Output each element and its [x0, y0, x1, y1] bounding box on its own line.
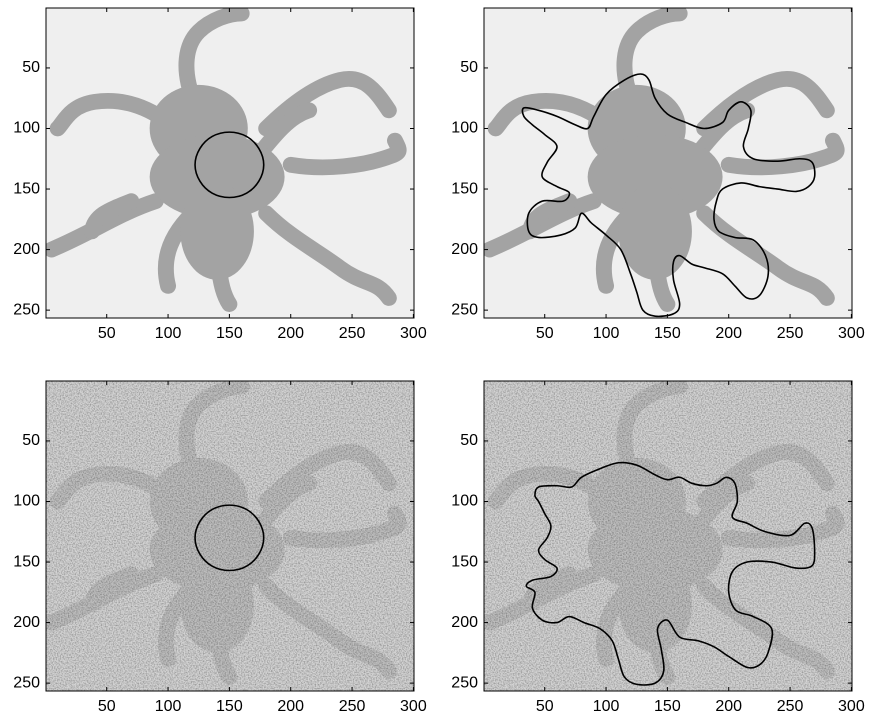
y-tick-label: 250: [451, 301, 478, 318]
y-tick-label: 100: [13, 493, 40, 510]
image: [484, 8, 852, 318]
panel: 50 100 150 200 250 300 50 100 150 200 250: [451, 381, 865, 715]
y-tick-label: 50: [460, 432, 478, 449]
noise: [46, 381, 414, 691]
x-tick-label: 50: [98, 698, 116, 715]
y-tick-label: 50: [22, 432, 40, 449]
y-tick-label: 250: [13, 674, 40, 691]
x-tick-label: 100: [593, 325, 620, 342]
y-tick-label: 100: [451, 493, 478, 510]
x-tick-label: 100: [593, 698, 620, 715]
x-tick-label: 300: [400, 325, 427, 342]
x-tick-label: 150: [654, 325, 681, 342]
x-tick-label: 50: [98, 325, 116, 342]
x-tick-label: 200: [715, 325, 742, 342]
image: [46, 381, 414, 691]
x-tick-label: 50: [536, 325, 554, 342]
x-tick-label: 300: [838, 698, 865, 715]
x-tick-label: 200: [715, 698, 742, 715]
x-tick-label: 150: [216, 698, 243, 715]
x-tick-label: 250: [339, 325, 366, 342]
x-tick-label: 250: [777, 698, 804, 715]
x-tick-label: 200: [277, 698, 304, 715]
x-tick-label: 250: [339, 698, 366, 715]
y-tick-label: 50: [22, 59, 40, 76]
y-tick-label: 200: [451, 241, 478, 258]
noise: [484, 381, 852, 691]
y-tick-label: 150: [451, 180, 478, 197]
image: [484, 381, 852, 691]
x-tick-label: 100: [155, 325, 182, 342]
y-tick-label: 250: [13, 301, 40, 318]
x-tick-label: 100: [155, 698, 182, 715]
x-tick-label: 200: [277, 325, 304, 342]
y-tick-label: 200: [13, 614, 40, 631]
x-tick-label: 300: [400, 698, 427, 715]
y-tick-label: 50: [460, 59, 478, 76]
y-tick-label: 250: [451, 674, 478, 691]
figure: 50 100 150 200 250 300 50 100 150 200 250 50 100 150 2…: [0, 0, 880, 719]
x-tick-label: 300: [838, 325, 865, 342]
y-tick-label: 150: [13, 180, 40, 197]
y-tick-label: 200: [451, 614, 478, 631]
y-tick-label: 100: [451, 120, 478, 137]
x-tick-label: 150: [654, 698, 681, 715]
image: [46, 8, 414, 318]
panel: 50 100 150 200 250 300 50 100 150 200 250: [13, 381, 427, 715]
y-tick-label: 100: [13, 120, 40, 137]
y-tick-label: 150: [451, 553, 478, 570]
x-tick-label: 50: [536, 698, 554, 715]
y-tick-label: 150: [13, 553, 40, 570]
x-tick-label: 250: [777, 325, 804, 342]
x-tick-label: 150: [216, 325, 243, 342]
y-tick-label: 200: [13, 241, 40, 258]
panel: 50 100 150 200 250 300 50 100 150 200 250: [451, 8, 865, 342]
panel: 50 100 150 200 250 300 50 100 150 200 250: [13, 8, 427, 342]
